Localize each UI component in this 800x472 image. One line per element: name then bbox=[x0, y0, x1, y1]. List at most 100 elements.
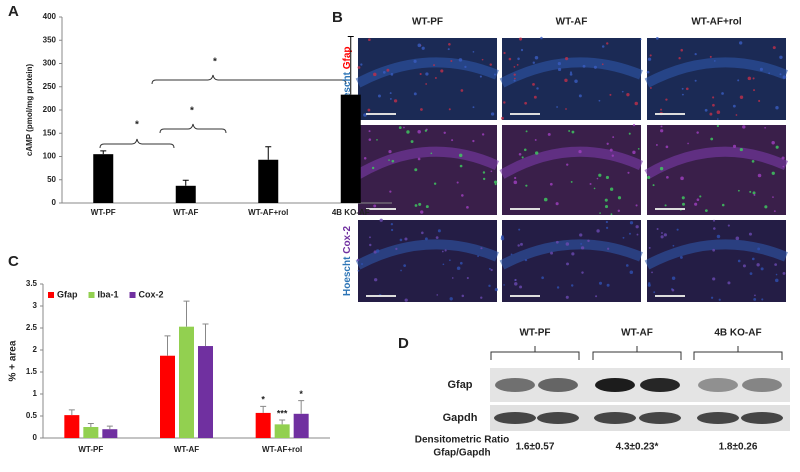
cell bbox=[435, 236, 439, 240]
cell bbox=[655, 37, 659, 40]
y-tick-label: 0.5 bbox=[26, 411, 38, 420]
cell bbox=[696, 198, 700, 202]
brackets bbox=[99, 74, 347, 149]
cell bbox=[568, 130, 571, 132]
cell bbox=[360, 63, 363, 66]
cell bbox=[442, 263, 445, 266]
cell bbox=[421, 231, 424, 235]
cell bbox=[666, 175, 669, 179]
cell bbox=[518, 228, 521, 231]
cell bbox=[374, 278, 378, 282]
y-tick-label: 1.5 bbox=[26, 367, 38, 376]
cell bbox=[772, 196, 774, 198]
cell bbox=[488, 267, 491, 270]
cell bbox=[647, 57, 652, 61]
cell bbox=[665, 98, 668, 101]
cell bbox=[389, 190, 392, 193]
bar bbox=[340, 94, 361, 203]
error-bar bbox=[182, 179, 189, 186]
bar bbox=[274, 424, 290, 438]
cell bbox=[758, 99, 761, 102]
y-tick-label: 1 bbox=[33, 389, 38, 398]
cell bbox=[680, 48, 683, 52]
cell bbox=[403, 126, 405, 129]
error-bar bbox=[68, 409, 75, 416]
bar bbox=[160, 355, 175, 438]
annotation: * bbox=[135, 120, 139, 131]
micrograph bbox=[647, 220, 786, 302]
y-tick-label: 50 bbox=[47, 175, 56, 184]
x-tick-label: WT-AF bbox=[174, 445, 199, 454]
x-tick-label: WT-PF bbox=[91, 208, 116, 217]
cell bbox=[513, 180, 518, 185]
cell bbox=[404, 237, 408, 241]
cell bbox=[388, 159, 390, 161]
cell bbox=[360, 262, 364, 266]
panel-label: D bbox=[398, 335, 409, 352]
cell bbox=[386, 68, 390, 72]
cell bbox=[756, 263, 760, 267]
cell bbox=[433, 182, 437, 185]
cell bbox=[712, 103, 715, 107]
cell bbox=[679, 255, 683, 259]
error-bar bbox=[202, 323, 209, 347]
band bbox=[594, 412, 636, 424]
bar bbox=[93, 154, 114, 203]
cell bbox=[782, 75, 787, 79]
cell bbox=[751, 257, 755, 261]
cell bbox=[521, 156, 524, 159]
cell bbox=[671, 288, 675, 292]
band bbox=[537, 412, 579, 424]
cell bbox=[377, 94, 381, 98]
cell bbox=[628, 132, 631, 135]
cell bbox=[517, 244, 520, 247]
cell bbox=[659, 166, 664, 171]
cell bbox=[448, 259, 451, 262]
cell bbox=[646, 70, 650, 74]
cell bbox=[646, 175, 651, 180]
cell bbox=[628, 232, 631, 235]
cell bbox=[605, 226, 609, 229]
cell bbox=[503, 284, 505, 286]
cell bbox=[443, 131, 446, 134]
cell bbox=[661, 232, 663, 234]
cell bbox=[532, 82, 535, 86]
cell bbox=[775, 145, 779, 149]
column-header: WT-PF bbox=[412, 17, 443, 28]
error-bar bbox=[279, 419, 286, 425]
cell bbox=[621, 90, 624, 93]
cell bbox=[519, 37, 523, 41]
cell bbox=[617, 209, 621, 213]
bar bbox=[255, 412, 271, 438]
cell bbox=[466, 276, 469, 280]
cell bbox=[606, 283, 610, 287]
row-label: Hoescht Gfap bbox=[342, 46, 353, 111]
cell bbox=[605, 220, 609, 224]
cell bbox=[533, 95, 537, 99]
cell bbox=[625, 264, 629, 267]
cell bbox=[681, 202, 686, 206]
cell bbox=[525, 130, 528, 133]
cell bbox=[458, 153, 463, 158]
cell bbox=[598, 173, 602, 177]
cell bbox=[747, 76, 752, 81]
cell bbox=[694, 52, 697, 56]
cell bbox=[581, 271, 584, 274]
cell bbox=[493, 73, 497, 76]
cell bbox=[425, 72, 429, 76]
cell bbox=[757, 247, 761, 251]
cell bbox=[580, 242, 583, 245]
cell bbox=[593, 65, 597, 69]
cell bbox=[472, 106, 475, 109]
cell bbox=[636, 233, 639, 236]
cell bbox=[391, 159, 395, 163]
cell bbox=[547, 132, 551, 136]
cell bbox=[417, 43, 422, 48]
band bbox=[538, 378, 578, 392]
cell bbox=[737, 189, 740, 192]
cell bbox=[681, 196, 685, 200]
micrograph bbox=[358, 38, 497, 120]
cell bbox=[388, 150, 392, 154]
cell bbox=[440, 69, 444, 73]
cell bbox=[376, 139, 378, 141]
